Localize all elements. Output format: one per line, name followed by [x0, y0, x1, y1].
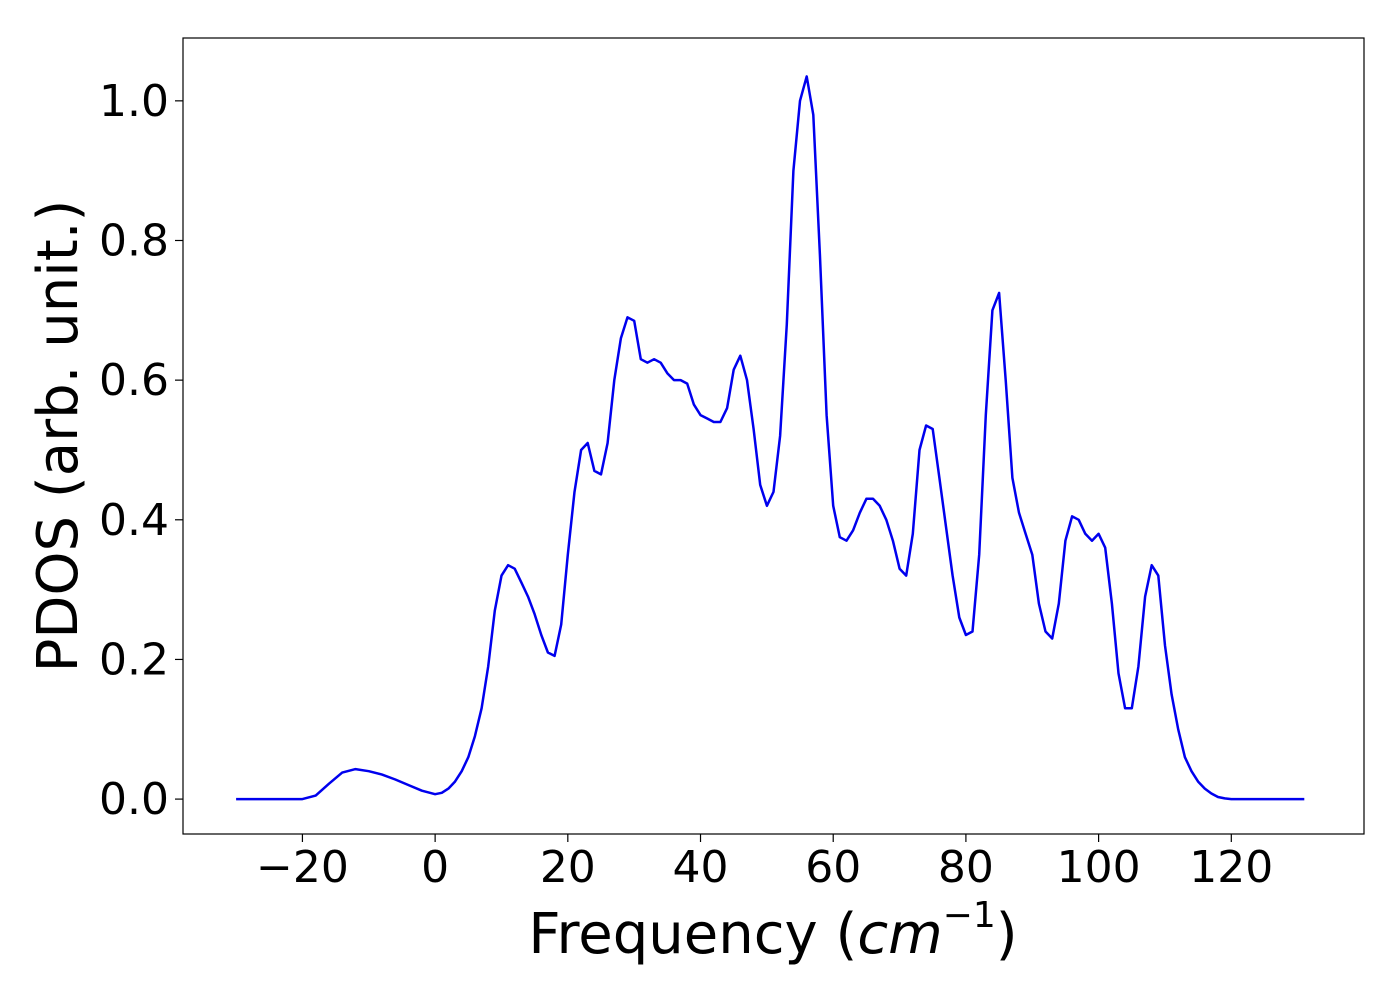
y-tick-label: 0.8	[99, 215, 169, 266]
y-tick-label: 1.0	[99, 76, 169, 127]
x-tick-label: 60	[805, 842, 861, 893]
y-tick-label: 0.6	[99, 355, 169, 406]
x-tick-label: 80	[938, 842, 994, 893]
x-tick-label: −20	[256, 842, 349, 893]
y-tick-label: 0.2	[99, 634, 169, 685]
y-tick-label: 0.0	[99, 774, 169, 825]
x-tick-label: 120	[1189, 842, 1273, 893]
y-tick-label: 0.4	[99, 495, 169, 546]
x-axis-ticks: −20 0 20 40 60 80 100 120	[256, 834, 1273, 893]
y-axis-ticks: 0.0 0.2 0.4 0.6 0.8 1.0	[99, 76, 183, 825]
y-axis-title: PDOS (arb. unit.)	[26, 200, 91, 673]
x-axis-title: Frequency (cm−1)	[528, 895, 1017, 967]
pdos-series-line	[236, 75, 1305, 801]
x-tick-label: 0	[421, 842, 449, 893]
x-tick-label: 40	[673, 842, 729, 893]
x-tick-label: 100	[1057, 842, 1141, 893]
plot-area-frame	[182, 37, 1365, 835]
x-tick-label: 20	[540, 842, 596, 893]
